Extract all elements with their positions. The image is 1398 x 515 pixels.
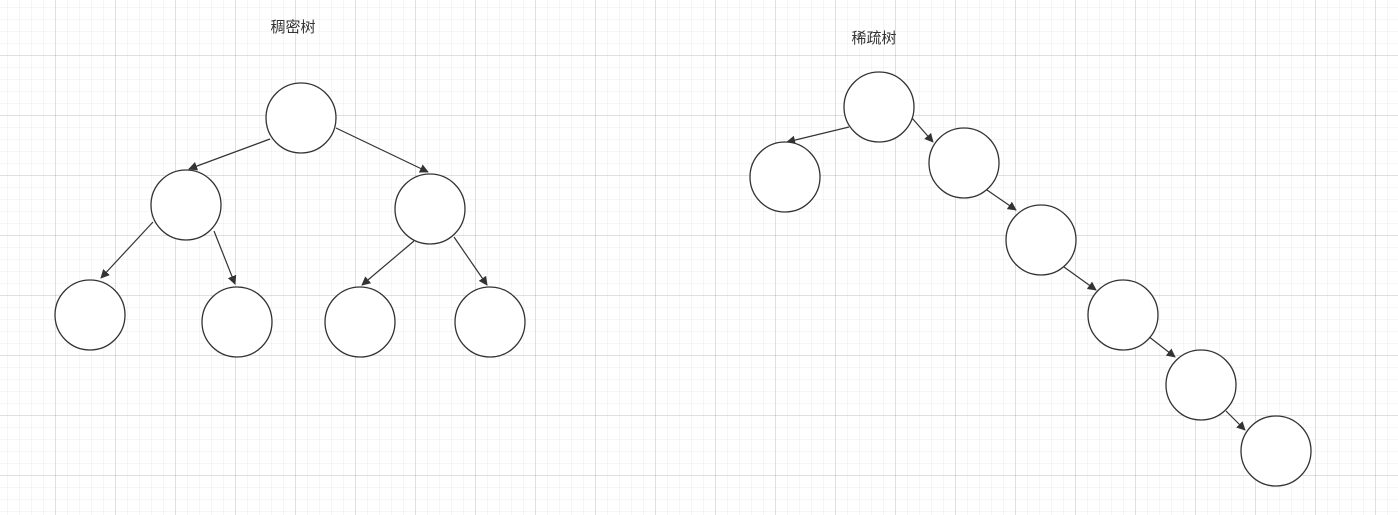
sparse-tree-nodes — [749, 71, 1312, 487]
dense-edge-right-leaf4 — [453, 236, 488, 286]
sparse-edge-3 — [1063, 266, 1097, 291]
sparse-edge-root-left — [786, 126, 850, 145]
dense-node-leaf-1 — [54, 279, 126, 351]
sparse-node-5 — [1165, 349, 1237, 421]
dense-edge-left-leaf2 — [213, 230, 237, 285]
dense-edge-right-leaf3 — [361, 240, 415, 286]
sparse-edge-5 — [1225, 410, 1246, 431]
dense-edge-left-leaf1 — [100, 221, 154, 279]
sparse-node-left-leaf — [749, 141, 821, 213]
dense-node-leaf-4 — [454, 286, 526, 358]
sparse-edge-1 — [911, 117, 934, 143]
dense-node-leaf-2 — [201, 286, 273, 358]
dense-edge-root-left — [188, 138, 271, 171]
sparse-node-6 — [1240, 415, 1312, 487]
sparse-node-3 — [1005, 204, 1077, 276]
dense-node-left — [150, 169, 222, 241]
sparse-edge-2 — [986, 189, 1017, 211]
sparse-node-root — [843, 71, 915, 143]
dense-tree-title: 稠密树 — [270, 18, 316, 36]
dense-node-leaf-3 — [324, 286, 396, 358]
dense-edge-root-right — [335, 127, 429, 173]
sparse-node-4 — [1087, 279, 1159, 351]
sparse-edge-4 — [1147, 335, 1176, 358]
dense-tree-nodes — [54, 82, 526, 358]
dense-node-root — [265, 82, 337, 154]
sparse-tree-title: 稀疏树 — [851, 29, 897, 47]
sparse-node-2 — [928, 127, 1000, 199]
dense-node-right — [394, 173, 466, 245]
dense-tree-edges — [100, 127, 488, 286]
sparse-tree-edges — [786, 117, 1246, 431]
